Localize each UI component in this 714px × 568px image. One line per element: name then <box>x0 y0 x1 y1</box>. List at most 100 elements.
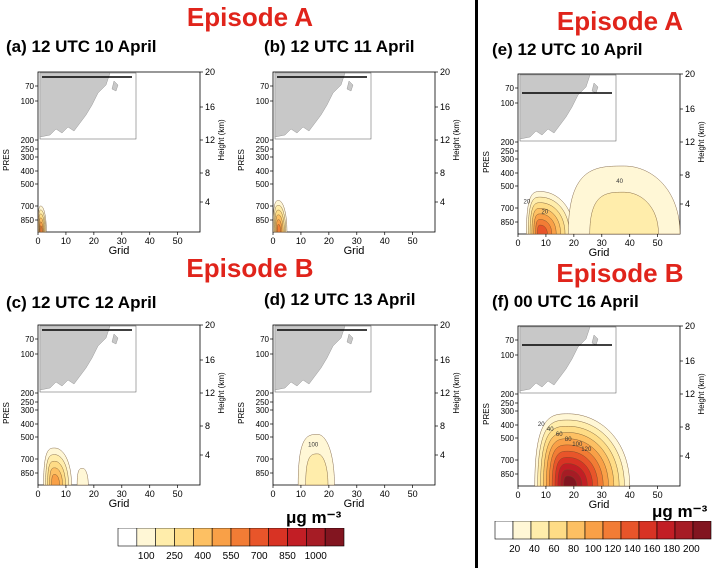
x-tick-label: 40 <box>380 489 390 499</box>
pres-tick-label: 200 <box>256 136 270 145</box>
pres-tick-label: 70 <box>505 336 514 345</box>
x-axis-label: Grid <box>109 498 130 508</box>
height-tick-label: 4 <box>440 450 445 460</box>
colorbar-box <box>548 521 568 540</box>
colorbar-box <box>306 528 326 547</box>
plume-contour-0-7 <box>537 224 548 235</box>
colorbar-label: 180 <box>663 544 680 555</box>
x-tick-label: 40 <box>145 236 155 246</box>
x-tick-label: 30 <box>117 236 127 246</box>
colorbar-box <box>117 528 138 547</box>
colorbar-label: 1000 <box>305 551 328 562</box>
pres-tick-label: 500 <box>21 180 35 189</box>
colorbar-label: 160 <box>644 544 661 555</box>
height-tick-label: 8 <box>685 170 690 180</box>
pres-tick-label: 100 <box>256 350 270 359</box>
inset-map-land <box>519 74 591 140</box>
colorbar-label: 100 <box>585 544 602 555</box>
colorbar-label: 250 <box>166 551 183 562</box>
contour-label: 20 <box>542 210 549 216</box>
pres-tick-label: 500 <box>501 182 515 191</box>
colorbar-label: 40 <box>529 544 541 555</box>
height-tick-label: 8 <box>685 422 690 432</box>
episode-a-left-header: Episode A <box>186 2 314 32</box>
colorbar-box <box>136 528 156 547</box>
colorbar-box <box>566 521 586 540</box>
colorbar-box <box>512 521 532 540</box>
x-tick-label: 10 <box>541 490 551 500</box>
x-tick-label: 40 <box>625 238 635 248</box>
pres-tick-label: 100 <box>21 97 35 106</box>
episode-b-left-header: Episode B <box>186 253 314 283</box>
height-tick-label: 12 <box>205 388 215 398</box>
colorbar-box <box>674 521 694 540</box>
contour-label: 20 <box>538 422 545 428</box>
pres-tick-label: 300 <box>21 406 35 415</box>
pres-tick-label: 250 <box>501 399 515 408</box>
pres-tick-label: 200 <box>256 389 270 398</box>
panel-c-title: (c) 12 UTC 12 April <box>6 293 157 312</box>
panel-b-title: (b) 12 UTC 11 April <box>264 37 415 56</box>
contour-label: 60 <box>556 432 563 438</box>
colorbar-label: 850 <box>279 551 296 562</box>
pres-tick-label: 300 <box>501 407 515 416</box>
height-tick-label: 16 <box>440 355 450 365</box>
colorbar-box <box>155 528 175 547</box>
pres-tick-label: 300 <box>256 406 270 415</box>
height-tick-label: 8 <box>205 168 210 178</box>
inset-map-land <box>39 325 111 391</box>
x-tick-label: 50 <box>653 238 663 248</box>
pres-tick-label: 700 <box>256 455 270 464</box>
x-tick-label: 10 <box>541 238 551 248</box>
pres-tick-label: 70 <box>505 84 514 93</box>
height-tick-label: 4 <box>205 450 210 460</box>
pres-tick-label: 100 <box>501 99 515 108</box>
pres-tick-label: 400 <box>21 420 35 429</box>
pres-tick-label: 300 <box>256 153 270 162</box>
contour-label: 40 <box>616 179 623 185</box>
pres-tick-label: 70 <box>260 82 269 91</box>
pres-tick-label: 250 <box>21 398 35 407</box>
episode-a-right-header: Episode A <box>556 6 684 36</box>
x-axis-label: Grid <box>589 499 610 509</box>
colorbar-left-unit: μg m⁻³ <box>286 508 342 527</box>
plume-contour-0-2 <box>305 453 329 486</box>
y-axis-label: PRES <box>2 402 11 424</box>
x-tick-label: 0 <box>35 236 40 246</box>
pres-tick-label: 500 <box>21 433 35 442</box>
pres-tick-label: 70 <box>25 335 34 344</box>
x-tick-label: 0 <box>270 489 275 499</box>
contour-label: 20 <box>524 200 531 206</box>
panel-a-title: (a) 12 UTC 10 April <box>6 37 157 56</box>
height-tick-label: 16 <box>205 355 215 365</box>
y-axis-label: PRES <box>237 149 246 171</box>
colorbar-label: 20 <box>509 544 521 555</box>
inset-map-island <box>111 80 119 92</box>
panel-e-title: (e) 12 UTC 10 April <box>492 40 643 59</box>
pres-tick-label: 500 <box>256 180 270 189</box>
height-tick-label: 4 <box>440 197 445 207</box>
pres-tick-label: 200 <box>21 389 35 398</box>
pres-tick-label: 850 <box>501 218 515 227</box>
colorbar-label: 550 <box>223 551 240 562</box>
colorbar-box <box>324 528 345 547</box>
x-tick-label: 0 <box>270 236 275 246</box>
pres-tick-label: 70 <box>25 82 34 91</box>
contour-label: 100 <box>308 442 319 448</box>
height-tick-label: 4 <box>205 197 210 207</box>
pres-tick-label: 850 <box>21 216 35 225</box>
colorbar-box <box>268 528 288 547</box>
x-tick-label: 20 <box>569 238 579 248</box>
colorbar-label: 100 <box>138 551 155 562</box>
colorbar-left: 100 250 400 550 700 850 1000 <box>117 528 345 562</box>
x-tick-label: 20 <box>89 236 99 246</box>
pres-tick-label: 250 <box>256 398 270 407</box>
x-axis-label: Grid <box>109 245 130 255</box>
contour-label: 100 <box>572 442 583 448</box>
x-tick-label: 10 <box>296 236 306 246</box>
x-tick-label: 40 <box>625 490 635 500</box>
pres-tick-label: 100 <box>21 350 35 359</box>
x-tick-label: 40 <box>380 236 390 246</box>
